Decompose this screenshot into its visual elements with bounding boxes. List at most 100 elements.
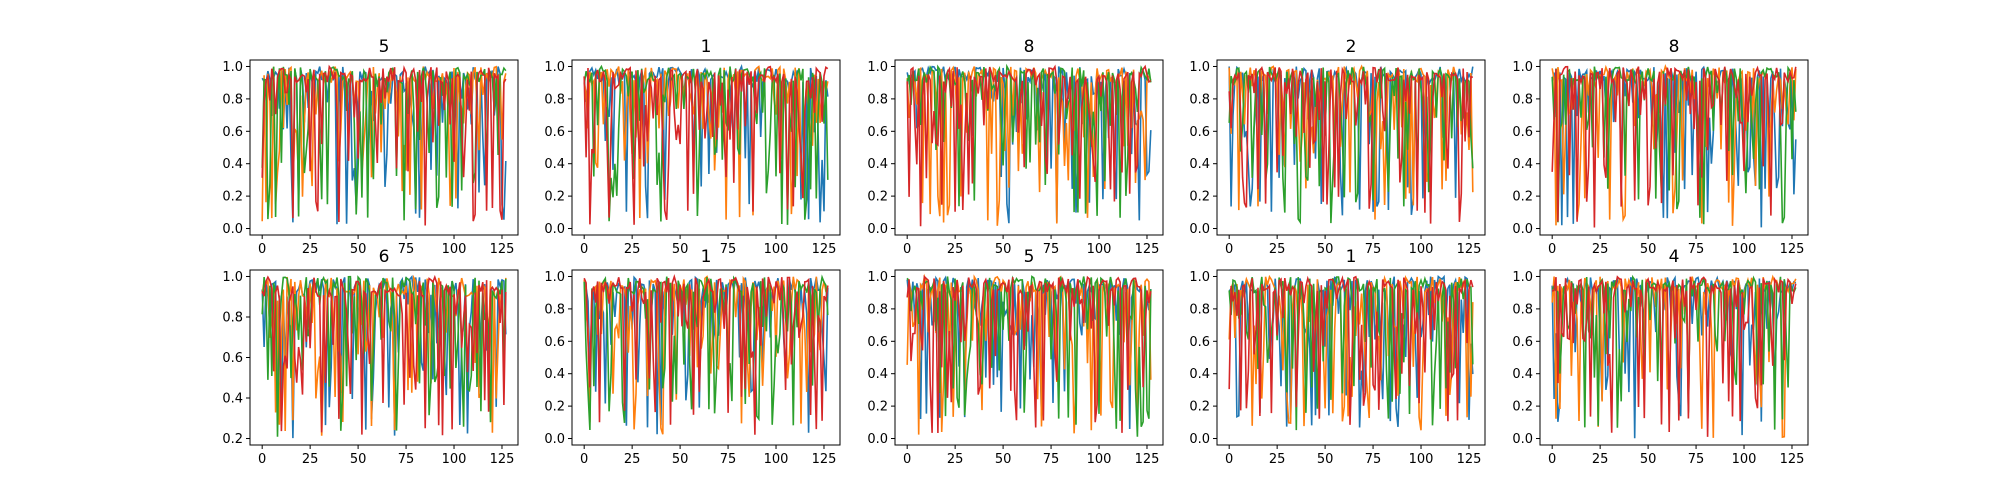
x-tick-label: 125 (490, 452, 515, 467)
x-tick-label: 125 (812, 452, 837, 467)
subplot-7: 1 0 25 50 75 100 125 0.0 0.2 0.4 0.6 0.8 1.0 (544, 247, 841, 467)
x-tick-label: 50 (1317, 452, 1334, 467)
y-tick-label: 0.0 (1512, 432, 1533, 447)
x-tick-label: 75 (1365, 452, 1382, 467)
y-tick-label: 0.6 (1189, 335, 1210, 350)
y-tick-label: 0.6 (1512, 125, 1533, 140)
y-tick-label: 0.2 (867, 190, 888, 205)
x-tick-label: 50 (672, 242, 689, 257)
x-tick-label: 125 (1780, 242, 1805, 257)
y-tick-label: 0.8 (1189, 92, 1210, 107)
x-tick-label: 100 (1732, 242, 1757, 257)
x-tick-label: 50 (350, 242, 367, 257)
y-tick-label: 0.4 (867, 157, 888, 172)
series-line-4 (906, 64, 1152, 227)
series-line-2 (261, 65, 507, 222)
y-tick-label: 0.4 (1189, 157, 1210, 172)
subplot-title: 2 (1346, 37, 1357, 57)
x-tick-label: 25 (1269, 452, 1286, 467)
y-tick-label: 1.0 (222, 60, 243, 75)
subplot-title: 1 (1346, 247, 1357, 267)
x-tick-label: 0 (1548, 452, 1556, 467)
x-tick-label: 0 (258, 452, 266, 467)
y-tick-label: 0.6 (222, 351, 243, 366)
axes-frame (1216, 269, 1486, 446)
subplot-3: 8 0 25 50 75 100 125 0.0 0.2 0.4 0.6 0.8 1.0 (867, 37, 1164, 257)
y-tick-label: 0.0 (544, 432, 565, 447)
series-line-4 (1228, 66, 1474, 224)
x-tick-label: 100 (442, 452, 467, 467)
subplot-10: 4 0 25 50 75 100 125 0.0 0.2 0.4 0.6 0.8 1.0 (1512, 247, 1809, 467)
x-tick-label: 50 (1640, 452, 1657, 467)
axes-frame (1539, 59, 1809, 236)
x-tick-label: 75 (1043, 452, 1060, 467)
y-tick-label: 0.6 (222, 125, 243, 140)
x-tick-label: 50 (672, 452, 689, 467)
x-tick-label: 75 (398, 452, 415, 467)
y-tick-label: 1.0 (544, 60, 565, 75)
series-line-4 (261, 274, 507, 436)
y-tick-label: 1.0 (222, 270, 243, 285)
y-tick-label: 0.0 (1512, 222, 1533, 237)
subplot-title: 5 (379, 37, 390, 57)
x-tick-label: 75 (720, 242, 737, 257)
axes-frame (894, 59, 1164, 236)
y-tick-label: 0.8 (222, 92, 243, 107)
y-tick-label: 0.8 (1189, 302, 1210, 317)
series-line-4 (906, 275, 1152, 434)
y-tick-label: 0.2 (1189, 400, 1210, 415)
x-tick-label: 25 (302, 452, 319, 467)
y-tick-label: 1.0 (867, 60, 888, 75)
y-tick-label: 0.0 (867, 432, 888, 447)
subplot-title: 8 (1024, 37, 1035, 57)
y-tick-label: 0.6 (1189, 125, 1210, 140)
y-tick-label: 0.4 (544, 157, 565, 172)
y-tick-label: 0.6 (867, 335, 888, 350)
y-tick-label: 0.6 (1512, 335, 1533, 350)
x-tick-label: 125 (1780, 452, 1805, 467)
y-tick-label: 0.2 (1512, 400, 1533, 415)
x-tick-label: 25 (947, 452, 964, 467)
y-tick-label: 0.4 (1189, 367, 1210, 382)
y-tick-label: 0.6 (867, 125, 888, 140)
x-tick-label: 50 (350, 452, 367, 467)
y-tick-label: 0.0 (222, 222, 243, 237)
subplot-title: 1 (701, 247, 712, 267)
y-tick-label: 1.0 (1189, 60, 1210, 75)
x-tick-label: 75 (398, 242, 415, 257)
x-tick-label: 0 (580, 242, 588, 257)
y-tick-label: 0.4 (222, 157, 243, 172)
x-tick-label: 100 (442, 242, 467, 257)
y-tick-label: 0.0 (867, 222, 888, 237)
axes-frame (571, 59, 841, 236)
y-tick-label: 1.0 (544, 270, 565, 285)
x-tick-label: 0 (1225, 452, 1233, 467)
y-tick-label: 0.2 (1512, 190, 1533, 205)
subplot-2: 1 0 25 50 75 100 125 0.0 0.2 0.4 0.6 0.8 1.0 (544, 37, 841, 257)
y-tick-label: 0.4 (867, 367, 888, 382)
x-tick-label: 50 (995, 242, 1012, 257)
x-tick-label: 0 (1225, 242, 1233, 257)
y-tick-label: 0.4 (544, 367, 565, 382)
y-tick-label: 0.8 (867, 92, 888, 107)
y-tick-label: 0.0 (1189, 222, 1210, 237)
subplot-title: 6 (379, 247, 390, 267)
subplot-title: 5 (1024, 247, 1035, 267)
y-tick-label: 0.2 (1189, 190, 1210, 205)
x-tick-label: 75 (720, 452, 737, 467)
y-tick-label: 0.2 (222, 432, 243, 447)
axes-frame (249, 59, 519, 236)
x-tick-label: 125 (1457, 452, 1482, 467)
axes-frame (571, 269, 841, 446)
series-line-4 (583, 273, 829, 435)
y-tick-label: 0.8 (544, 302, 565, 317)
series-line-4 (1228, 275, 1474, 425)
x-tick-label: 25 (624, 452, 641, 467)
x-tick-label: 125 (1457, 242, 1482, 257)
x-tick-label: 25 (624, 242, 641, 257)
x-tick-label: 0 (903, 242, 911, 257)
subplot-title: 8 (1669, 37, 1680, 57)
x-tick-label: 100 (1409, 452, 1434, 467)
